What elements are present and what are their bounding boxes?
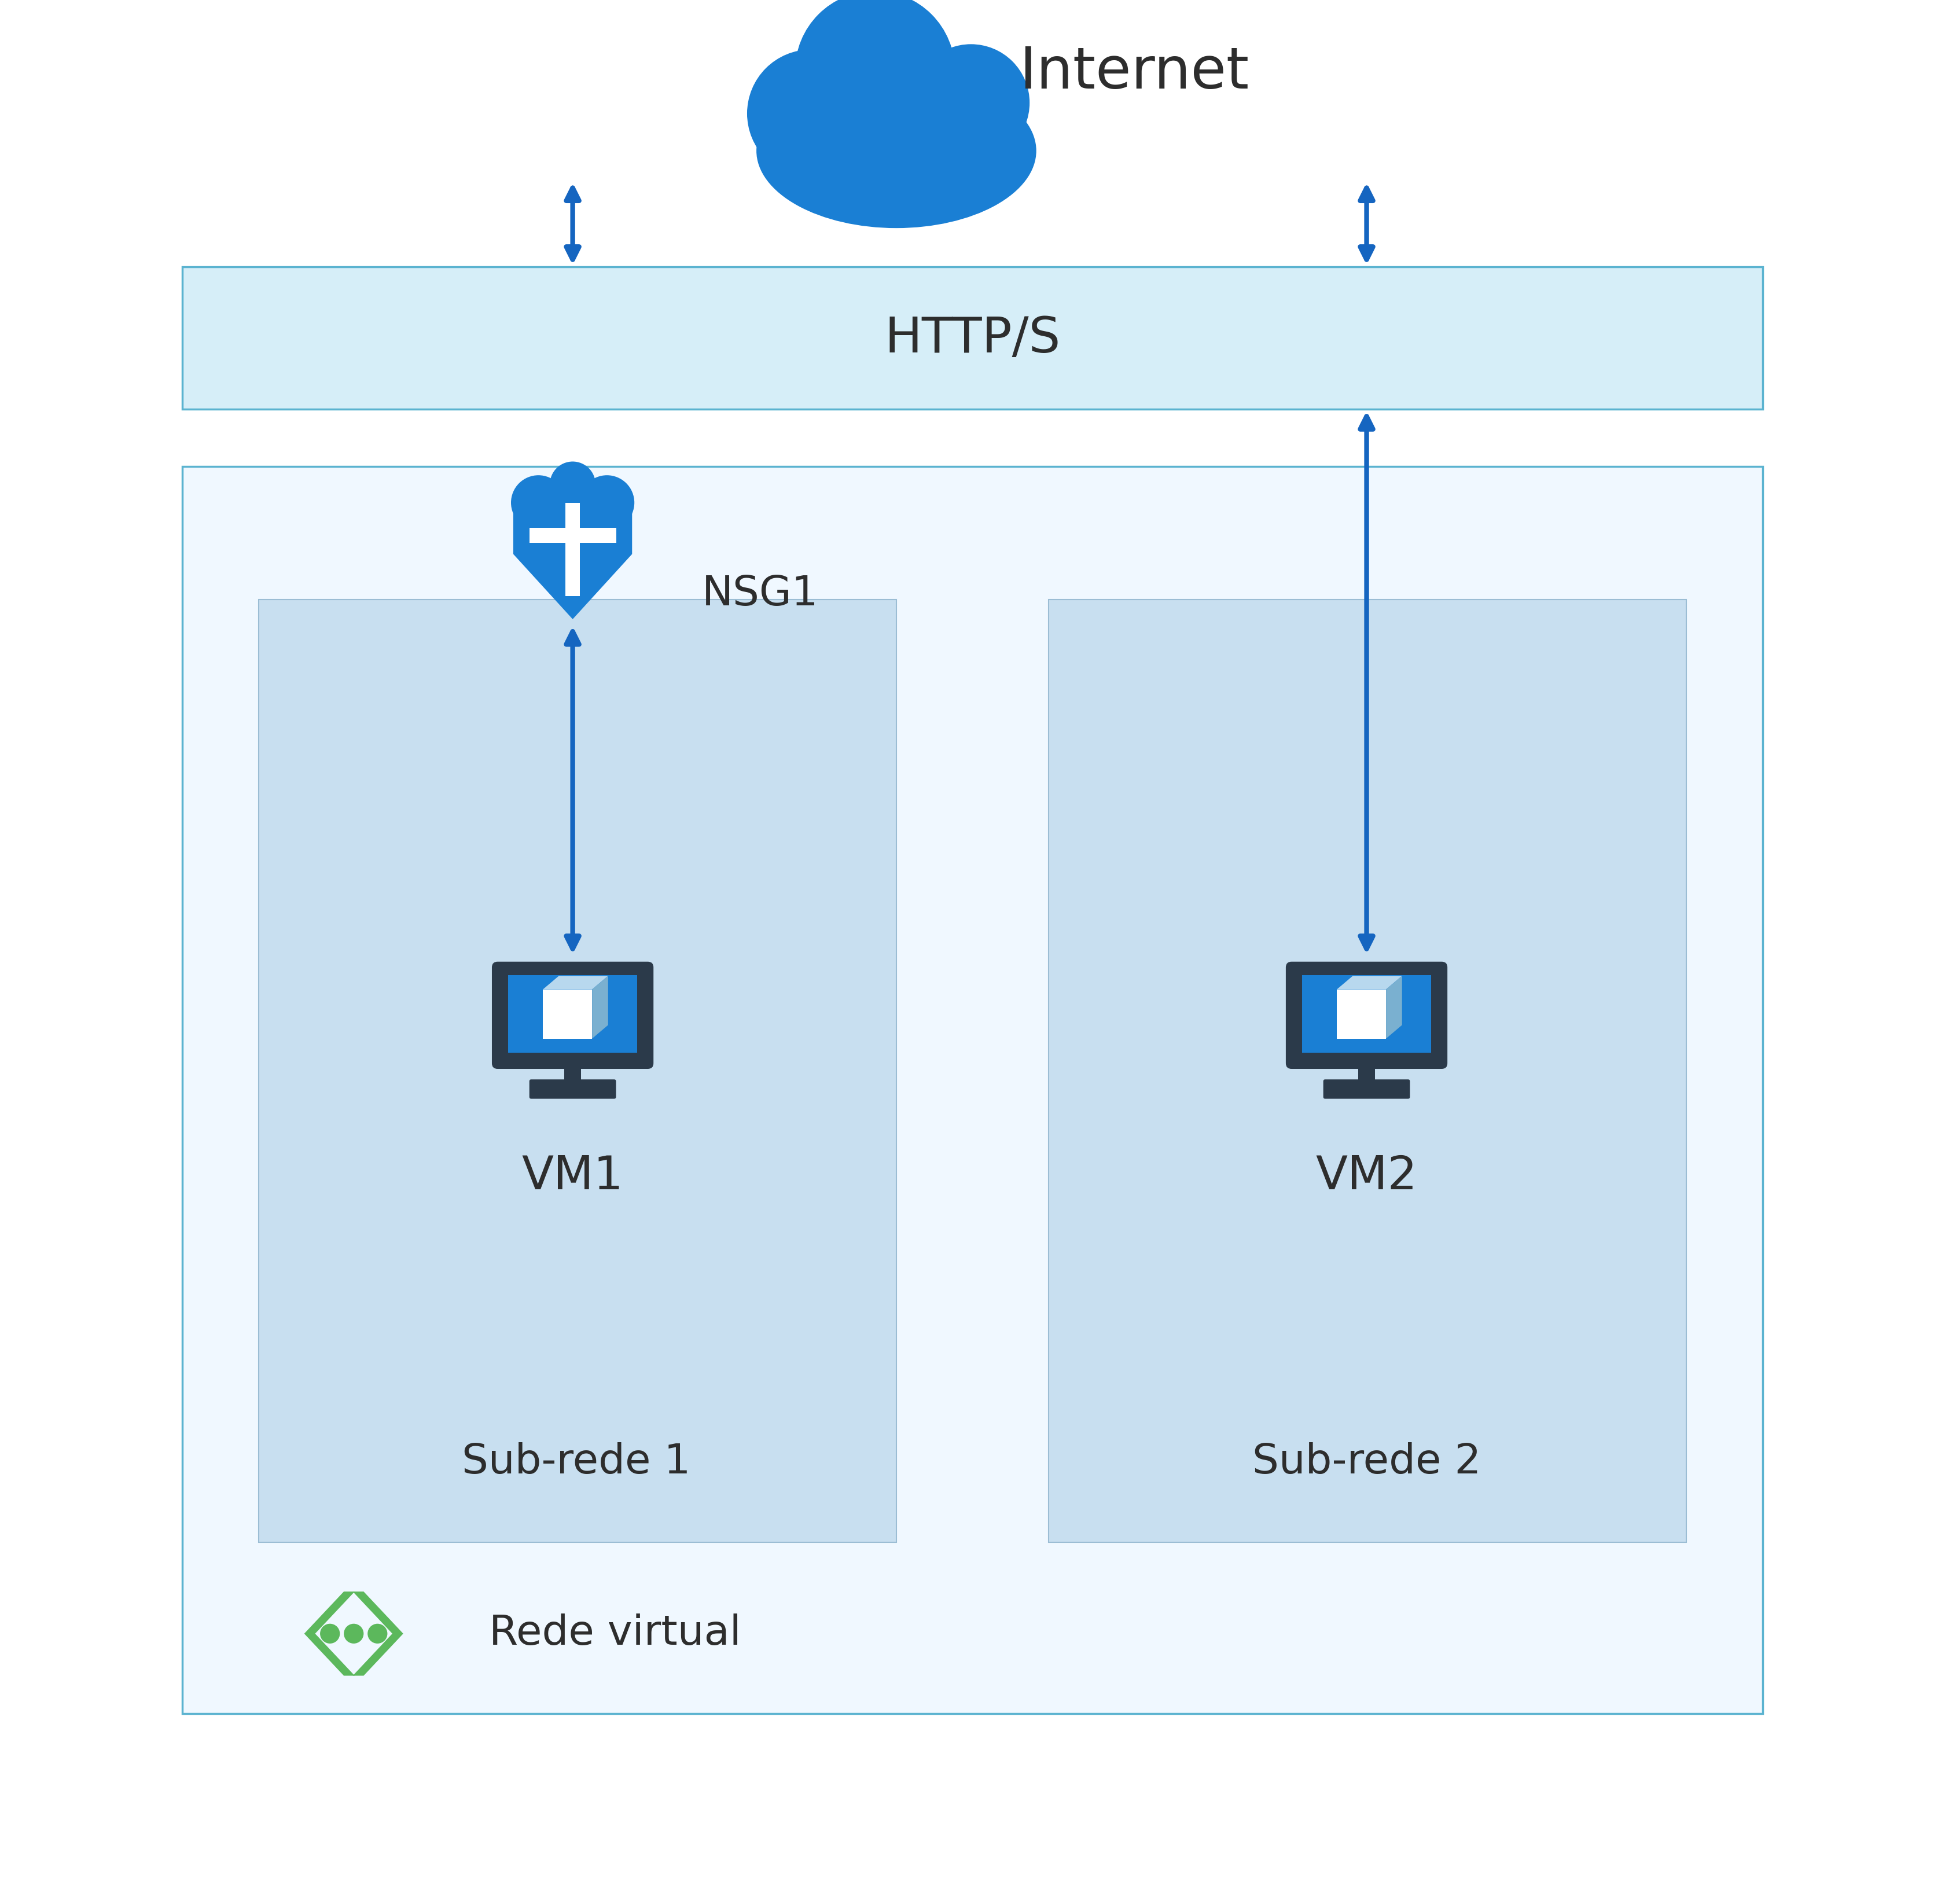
Polygon shape [1336,977,1402,990]
Circle shape [580,476,634,529]
FancyBboxPatch shape [1358,1061,1375,1083]
FancyBboxPatch shape [529,1080,617,1099]
Circle shape [912,44,1029,162]
FancyBboxPatch shape [566,503,580,596]
Polygon shape [543,990,591,1038]
Text: Sub-rede 2: Sub-rede 2 [1253,1443,1480,1481]
Circle shape [321,1624,340,1643]
Ellipse shape [757,74,1037,228]
FancyBboxPatch shape [259,600,897,1542]
Text: Rede virtual: Rede virtual [488,1615,741,1653]
FancyBboxPatch shape [183,466,1762,1714]
Polygon shape [591,977,609,1038]
FancyBboxPatch shape [1048,600,1686,1542]
Circle shape [368,1624,387,1643]
Circle shape [796,0,955,150]
FancyBboxPatch shape [1301,975,1432,1053]
Circle shape [747,50,875,177]
FancyBboxPatch shape [1323,1080,1410,1099]
Circle shape [512,476,566,529]
FancyBboxPatch shape [564,1061,582,1083]
FancyBboxPatch shape [508,975,638,1053]
Text: Internet: Internet [1019,44,1249,101]
FancyBboxPatch shape [529,527,617,543]
Text: Sub-rede 1: Sub-rede 1 [463,1443,690,1481]
Polygon shape [1336,990,1387,1038]
Text: NSG1: NSG1 [702,575,819,613]
Circle shape [344,1624,364,1643]
Text: VM2: VM2 [1315,1154,1418,1200]
Polygon shape [352,1592,403,1676]
Ellipse shape [770,51,996,164]
FancyBboxPatch shape [1286,962,1447,1068]
Polygon shape [303,1592,354,1676]
FancyBboxPatch shape [492,962,654,1068]
Text: HTTP/S: HTTP/S [885,314,1060,364]
Polygon shape [543,977,609,990]
Polygon shape [1387,977,1402,1038]
FancyBboxPatch shape [183,267,1762,409]
Circle shape [550,461,595,506]
Polygon shape [513,470,632,619]
Text: VM1: VM1 [521,1154,624,1200]
